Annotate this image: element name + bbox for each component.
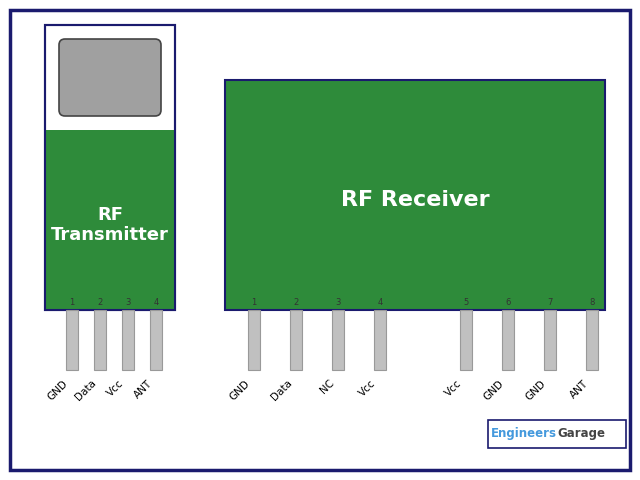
Text: 2: 2 [293,298,299,307]
Bar [150,310,162,370]
Text: ANT: ANT [132,378,154,400]
Bar [502,310,514,370]
Text: 3: 3 [335,298,340,307]
Text: Vcc: Vcc [358,378,378,398]
Bar [94,310,106,370]
Text: 8: 8 [589,298,595,307]
Text: GND: GND [228,378,252,402]
Text: 6: 6 [506,298,511,307]
Text: Data: Data [74,378,98,403]
Bar [45,130,175,310]
Bar [225,80,605,310]
Bar [332,310,344,370]
Bar [45,25,175,310]
FancyBboxPatch shape [59,39,161,116]
Bar [488,420,626,448]
Text: RF Receiver: RF Receiver [340,190,490,210]
Bar [248,310,260,370]
Text: 5: 5 [463,298,468,307]
Text: 1: 1 [69,298,75,307]
Text: Vcc: Vcc [106,378,126,398]
Text: GND: GND [482,378,506,402]
Bar [544,310,556,370]
Text: 4: 4 [378,298,383,307]
Text: Garage: Garage [557,428,605,441]
Text: Engineers: Engineers [491,428,557,441]
Text: RF
Transmitter: RF Transmitter [51,205,169,244]
Text: 1: 1 [252,298,257,307]
Bar [290,310,302,370]
Text: 3: 3 [125,298,131,307]
Text: GND: GND [46,378,70,402]
Text: Vcc: Vcc [444,378,464,398]
Bar [122,310,134,370]
Text: 7: 7 [547,298,553,307]
Bar [460,310,472,370]
Text: 4: 4 [154,298,159,307]
Bar [586,310,598,370]
Text: ANT: ANT [568,378,590,400]
Text: 2: 2 [97,298,102,307]
Text: GND: GND [524,378,548,402]
Bar [66,310,78,370]
Text: NC: NC [318,378,336,396]
Bar [374,310,386,370]
Text: Data: Data [269,378,294,403]
Bar [45,25,175,310]
